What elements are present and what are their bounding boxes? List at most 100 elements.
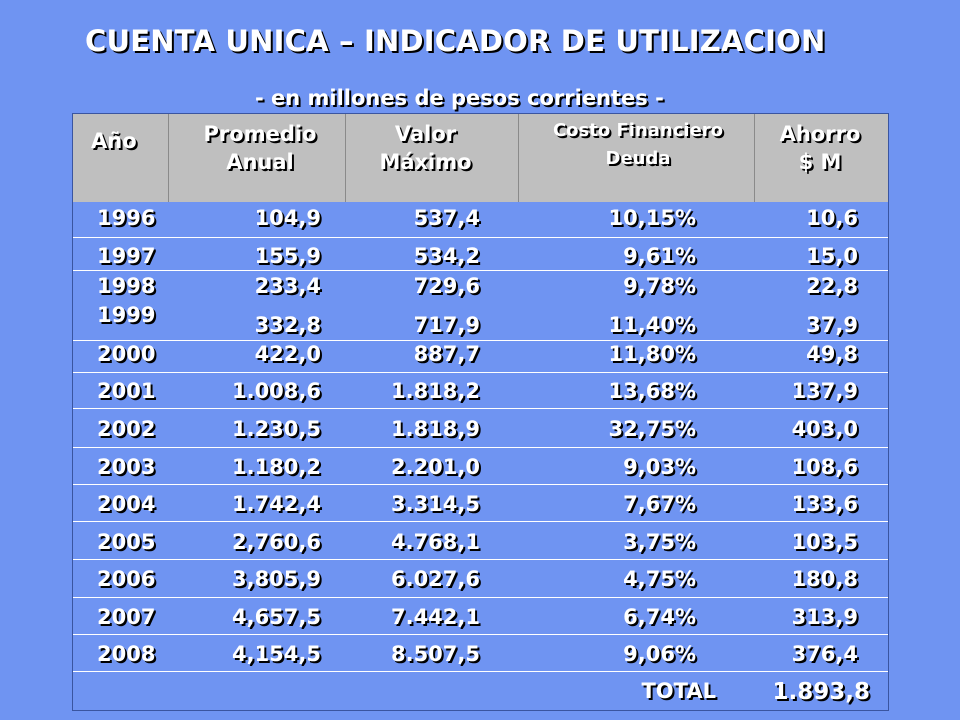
total-label: TOTAL	[641, 679, 716, 703]
cell-year: 2008	[97, 642, 156, 666]
cell-average: 1.180,2	[231, 455, 321, 479]
cell-average: 4,154,5	[231, 642, 321, 666]
cell-savings: 37,9	[806, 313, 858, 337]
cell-average: 1.230,5	[231, 417, 321, 441]
utilization-table: Año Promedio Anual Valor Máximo Costo Fi…	[72, 113, 889, 711]
cell-average: 104,9	[254, 206, 321, 230]
cell-year: 1996	[97, 206, 156, 230]
header-max-line1: Valor	[394, 122, 457, 146]
header-savings-line2: $ M	[798, 150, 842, 174]
cell-savings: 137,9	[791, 379, 858, 403]
cell-cost: 9,06%	[623, 642, 696, 666]
cell-average: 233,4	[254, 274, 321, 298]
cell-cost: 9,61%	[623, 244, 696, 268]
cell-max: 1.818,9	[390, 417, 480, 441]
cell-savings: 376,4	[791, 642, 858, 666]
cell-average: 332,8	[254, 313, 321, 337]
row-divider	[73, 521, 888, 522]
cell-max: 8.507,5	[390, 642, 480, 666]
header-savings-line1: Ahorro	[779, 122, 861, 146]
header-cost-line1: Costo Financiero	[552, 120, 724, 141]
cell-max: 4.768,1	[390, 530, 480, 554]
cell-year: 2005	[97, 530, 156, 554]
header-max-line2: Máximo	[379, 150, 472, 174]
cell-cost: 10,15%	[608, 206, 696, 230]
cell-year: 1997	[97, 244, 156, 268]
header-average-line2: Anual	[226, 150, 294, 174]
row-divider	[73, 408, 888, 409]
cell-savings: 133,6	[791, 492, 858, 516]
cell-year: 1998	[97, 274, 156, 298]
cell-cost: 4,75%	[623, 567, 696, 591]
row-divider	[73, 340, 888, 341]
cell-year: 1999	[97, 303, 156, 327]
header-divider	[168, 114, 169, 202]
cell-cost: 11,40%	[608, 313, 696, 337]
cell-max: 887,7	[413, 342, 480, 366]
cell-savings: 108,6	[791, 455, 858, 479]
cell-year: 2001	[97, 379, 156, 403]
cell-year: 2003	[97, 455, 156, 479]
cell-cost: 6,74%	[623, 605, 696, 629]
cell-year: 2006	[97, 567, 156, 591]
cell-average: 422,0	[254, 342, 321, 366]
cell-savings: 103,5	[791, 530, 858, 554]
header-financial-cost: Costo Financiero Deuda	[523, 117, 753, 173]
cell-cost: 11,80%	[608, 342, 696, 366]
cell-max: 729,6	[413, 274, 480, 298]
cell-cost: 7,67%	[623, 492, 696, 516]
cell-average: 1.742,4	[231, 492, 321, 516]
cell-max: 3.314,5	[390, 492, 480, 516]
header-savings: Ahorro $ M	[755, 120, 885, 176]
cell-average: 3,805,9	[231, 567, 321, 591]
cell-year: 2004	[97, 492, 156, 516]
cell-cost: 9,03%	[623, 455, 696, 479]
row-divider	[73, 447, 888, 448]
cell-max: 537,4	[413, 206, 480, 230]
cell-year: 2002	[97, 417, 156, 441]
header-divider	[518, 114, 519, 202]
cell-savings: 180,8	[791, 567, 858, 591]
row-divider	[73, 597, 888, 598]
cell-savings: 15,0	[806, 244, 858, 268]
cell-average: 1.008,6	[231, 379, 321, 403]
cell-cost: 13,68%	[608, 379, 696, 403]
cell-max: 7.442,1	[390, 605, 480, 629]
cell-savings: 313,9	[791, 605, 858, 629]
cell-max: 6.027,6	[390, 567, 480, 591]
header-divider	[345, 114, 346, 202]
page-subtitle: - en millones de pesos corrientes -	[255, 86, 664, 110]
cell-average: 4,657,5	[231, 605, 321, 629]
table-header: Año Promedio Anual Valor Máximo Costo Fi…	[73, 114, 888, 202]
cell-average: 155,9	[254, 244, 321, 268]
cell-savings: 49,8	[806, 342, 858, 366]
cell-max: 717,9	[413, 313, 480, 337]
cell-average: 2,760,6	[231, 530, 321, 554]
header-max: Valor Máximo	[358, 120, 493, 176]
cell-savings: 10,6	[806, 206, 858, 230]
header-year: Año	[91, 129, 137, 153]
cell-cost: 3,75%	[623, 530, 696, 554]
total-value: 1.893,8	[772, 679, 871, 705]
cell-max: 2.201,0	[390, 455, 480, 479]
cell-year: 2007	[97, 605, 156, 629]
header-divider	[754, 114, 755, 202]
cell-year: 2000	[97, 342, 156, 366]
header-average-line1: Promedio	[203, 122, 317, 146]
row-divider	[73, 237, 888, 238]
cell-savings: 403,0	[791, 417, 858, 441]
row-divider	[73, 634, 888, 635]
header-cost-line2: Deuda	[605, 148, 671, 169]
row-divider	[73, 372, 888, 373]
row-divider	[73, 484, 888, 485]
row-divider	[73, 559, 888, 560]
row-divider	[73, 671, 888, 672]
cell-savings: 22,8	[806, 274, 858, 298]
cell-max: 1.818,2	[390, 379, 480, 403]
row-divider	[73, 270, 888, 271]
cell-cost: 9,78%	[623, 274, 696, 298]
page-title: CUENTA UNICA – INDICADOR DE UTILIZACION	[85, 24, 826, 58]
cell-cost: 32,75%	[608, 417, 696, 441]
cell-max: 534,2	[413, 244, 480, 268]
header-average: Promedio Anual	[191, 120, 329, 176]
